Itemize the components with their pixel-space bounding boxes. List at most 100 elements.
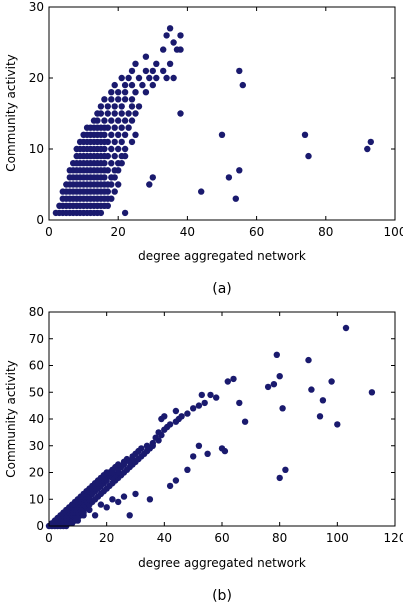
data-point-b: [115, 461, 122, 468]
data-points-b: [45, 324, 376, 530]
data-point-a: [104, 152, 112, 160]
y-tick-label-b: 0: [36, 519, 44, 533]
data-point-a: [163, 74, 170, 82]
data-point-a: [111, 138, 118, 146]
data-point-a: [104, 202, 112, 209]
y-tick-label-b: 40: [29, 412, 44, 426]
y-tick-label-b: 80: [29, 305, 44, 319]
x-axis-label-b: degree aggregated network: [138, 556, 306, 570]
data-point-b: [184, 466, 191, 473]
x-tick-label-a: 80: [318, 225, 333, 239]
data-point-b: [224, 378, 231, 385]
data-point-a: [125, 124, 132, 131]
data-point-b: [86, 506, 93, 514]
data-point-a: [125, 110, 132, 117]
data-point-a: [108, 195, 115, 202]
data-point-a: [121, 89, 129, 96]
data-point-b: [276, 373, 283, 380]
data-point-a: [160, 67, 167, 75]
data-point-a: [367, 138, 374, 146]
data-point-b: [166, 482, 174, 490]
data-point-b: [316, 413, 324, 420]
data-point-a: [218, 131, 226, 138]
data-point-a: [118, 160, 125, 167]
data-point-a: [128, 96, 136, 103]
data-point-a: [115, 96, 122, 103]
x-axis-label-a: degree aggregated network: [138, 249, 306, 263]
data-point-a: [132, 60, 139, 67]
y-tick-label-b: 20: [29, 466, 44, 480]
data-point-b: [146, 496, 154, 503]
data-point-a: [177, 110, 184, 117]
tick-marks-b: [48, 311, 396, 527]
data-point-a: [225, 174, 233, 181]
data-point-b: [264, 383, 272, 391]
tick-labels-b: 0 20 40 60 80 100 120 0 10 20 30 40 50 60 70 80: [29, 305, 403, 545]
data-point-a: [104, 167, 112, 174]
data-point-b: [213, 394, 220, 401]
data-point-b: [178, 413, 185, 420]
y-tick-label-b: 30: [29, 439, 44, 453]
data-point-b: [126, 512, 133, 519]
data-point-b: [132, 490, 139, 498]
data-point-a: [115, 145, 122, 153]
data-point-a: [135, 103, 143, 110]
data-point-b: [149, 439, 156, 447]
data-point-a: [108, 89, 115, 96]
data-point-a: [111, 124, 118, 131]
scatter-panel-a: 0 20 40 60 80 100 0 10 20 30 degree aggregated ne…: [4, 0, 403, 297]
data-point-b: [143, 442, 151, 449]
data-point-a: [97, 103, 105, 110]
data-point-a: [128, 117, 136, 124]
data-point-a: [104, 103, 112, 110]
data-point-a: [104, 188, 112, 195]
y-tick-label-a: 20: [29, 71, 44, 85]
data-point-a: [104, 110, 112, 117]
data-point-b: [91, 512, 99, 519]
data-point-a: [115, 181, 122, 188]
data-point-a: [177, 32, 184, 39]
data-point-b: [74, 514, 82, 522]
x-tick-label-b: 80: [272, 531, 287, 545]
data-point-a: [139, 81, 146, 89]
data-point-a: [121, 96, 129, 103]
data-point-b: [334, 421, 341, 428]
data-point-b: [195, 442, 203, 449]
x-tick-label-b: 100: [326, 531, 349, 545]
data-point-b: [270, 381, 278, 388]
data-point-a: [142, 53, 150, 60]
data-point-b: [120, 493, 128, 500]
x-tick-label-b: 40: [157, 531, 172, 545]
y-tick-label-b: 50: [29, 385, 44, 399]
data-point-a: [108, 160, 115, 167]
data-point-a: [97, 209, 105, 217]
data-point-a: [111, 152, 118, 160]
x-tick-label-a: 20: [111, 225, 126, 239]
x-tick-label-b: 120: [384, 531, 403, 545]
data-point-a: [108, 96, 115, 103]
data-point-a: [121, 117, 129, 124]
y-tick-label-b: 10: [29, 492, 44, 506]
data-point-a: [108, 145, 115, 153]
data-point-a: [166, 25, 174, 32]
data-point-a: [128, 67, 136, 75]
data-point-a: [115, 167, 122, 174]
y-axis-label-b: Community activity: [4, 360, 18, 478]
data-point-b: [305, 356, 312, 364]
data-point-a: [115, 89, 122, 96]
data-point-a: [121, 209, 129, 217]
data-point-b: [138, 445, 145, 452]
data-point-a: [170, 39, 177, 46]
data-point-a: [236, 67, 243, 75]
data-point-a: [163, 32, 170, 39]
data-point-a: [132, 110, 139, 117]
data-point-a: [149, 174, 156, 181]
data-point-b: [236, 399, 243, 407]
tick-marks-a: [48, 6, 396, 221]
data-point-b: [184, 410, 191, 417]
data-point-a: [125, 74, 132, 82]
x-tick-label-b: 20: [99, 531, 114, 545]
data-points-a: [52, 25, 374, 217]
data-point-b: [161, 413, 168, 420]
plot-frame-a: [48, 6, 396, 221]
